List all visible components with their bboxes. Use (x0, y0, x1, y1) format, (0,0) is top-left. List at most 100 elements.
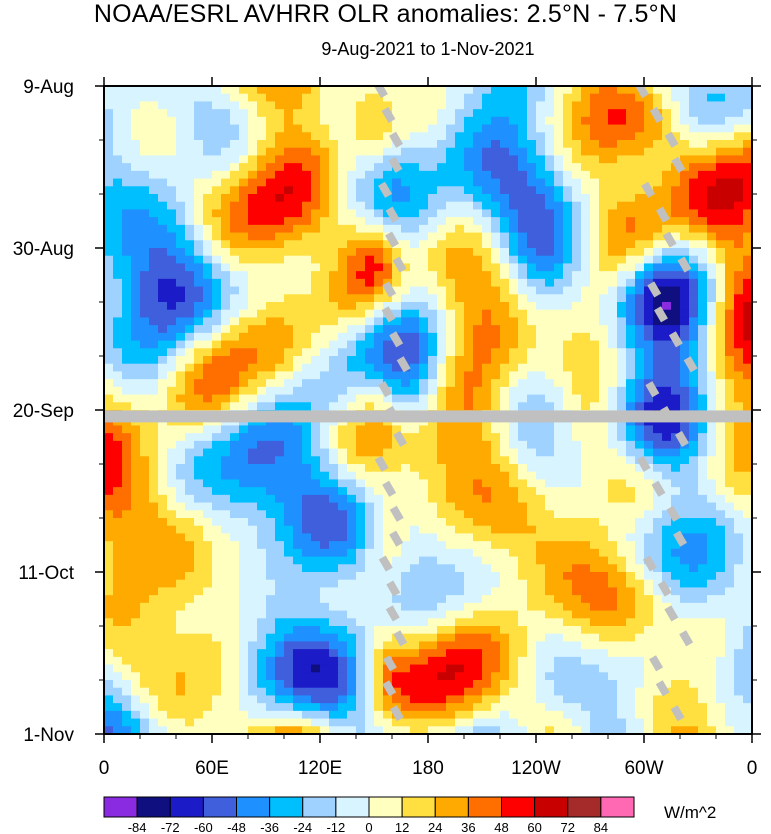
heatmap-cell (734, 302, 744, 311)
heatmap-cell (707, 132, 717, 141)
heatmap-cell (716, 302, 726, 311)
heatmap-cell (599, 464, 609, 473)
heatmap-cell (482, 140, 492, 149)
heatmap-cell (482, 456, 492, 465)
heatmap-cell (194, 440, 204, 450)
heatmap-cell (320, 271, 330, 280)
heatmap-cell (743, 541, 752, 550)
heatmap-cell (410, 402, 420, 411)
heatmap-cell (599, 456, 609, 465)
heatmap-cell (734, 155, 744, 164)
heatmap-cell (311, 132, 321, 141)
heatmap-cell (311, 255, 321, 265)
heatmap-cell (203, 587, 213, 596)
heatmap-cell (707, 464, 717, 473)
heatmap-cell (662, 332, 672, 342)
heatmap-cell (374, 502, 384, 511)
heatmap-cell (698, 379, 708, 388)
heatmap-cell (203, 494, 213, 504)
heatmap-cell (626, 140, 636, 149)
heatmap-cell (302, 363, 312, 373)
heatmap-cell (653, 186, 663, 195)
heatmap-cell (527, 302, 537, 311)
heatmap-cell (626, 340, 636, 349)
heatmap-cell (464, 433, 474, 442)
heatmap-cell (689, 217, 699, 226)
heatmap-cell (311, 402, 321, 411)
heatmap-cell (716, 232, 726, 241)
heatmap-cell (725, 248, 735, 257)
heatmap-cell (662, 163, 672, 172)
heatmap-cell (122, 456, 132, 465)
heatmap-cell (311, 309, 321, 319)
heatmap-cell (734, 494, 744, 504)
heatmap-cell (689, 224, 699, 234)
heatmap-cell (383, 379, 393, 388)
heatmap-cell (689, 602, 699, 612)
heatmap-cell (401, 548, 411, 558)
heatmap-cell (455, 487, 465, 496)
heatmap-cell (599, 572, 609, 581)
heatmap-cell (257, 147, 267, 157)
heatmap-cell (608, 263, 618, 272)
heatmap-cell (203, 132, 213, 141)
heatmap-cell (464, 572, 474, 581)
heatmap-cell (131, 548, 141, 558)
heatmap-cell (356, 564, 366, 573)
heatmap-cell (149, 186, 159, 195)
heatmap-cell (572, 479, 582, 488)
heatmap-cell (464, 240, 474, 249)
heatmap-cell (320, 309, 330, 319)
heatmap-cell (518, 533, 528, 542)
heatmap-cell (203, 209, 213, 218)
heatmap-cell (320, 86, 330, 95)
heatmap-cell (698, 286, 708, 295)
heatmap-cell (698, 271, 708, 280)
heatmap-cell (374, 132, 384, 141)
heatmap-cell (536, 332, 546, 342)
heatmap-cell (293, 309, 303, 319)
heatmap-cell (185, 487, 195, 496)
heatmap-cell (626, 302, 636, 311)
heatmap-cell (671, 525, 681, 535)
heatmap-cell (149, 363, 159, 373)
heatmap-cell (104, 518, 114, 527)
heatmap-cell (401, 564, 411, 573)
heatmap-cell (122, 224, 132, 234)
heatmap-cell (734, 471, 744, 481)
heatmap-cell (581, 209, 591, 218)
heatmap-cell (374, 564, 384, 573)
heatmap-cell (284, 309, 294, 319)
heatmap-cell (734, 109, 744, 118)
heatmap-cell (257, 533, 267, 542)
heatmap-cell (293, 502, 303, 511)
heatmap-cell (572, 248, 582, 257)
heatmap-cell (212, 479, 222, 488)
heatmap-cell (725, 93, 735, 103)
heatmap-cell (365, 433, 375, 442)
heatmap-cell (230, 271, 240, 280)
heatmap-cell (563, 93, 573, 103)
heatmap-cell (410, 248, 420, 257)
heatmap-cell (644, 448, 654, 457)
heatmap-cell (140, 541, 150, 550)
heatmap-cell (212, 170, 222, 180)
heatmap-cell (734, 587, 744, 596)
heatmap-cell (500, 217, 510, 226)
heatmap-cell (338, 201, 348, 211)
heatmap-cell (230, 402, 240, 411)
heatmap-cell (293, 263, 303, 272)
heatmap-cell (563, 232, 573, 241)
heatmap-cell (320, 587, 330, 596)
heatmap-cell (698, 479, 708, 488)
heatmap-cell (176, 456, 186, 465)
heatmap-cell (392, 101, 402, 110)
heatmap-cell (203, 379, 213, 388)
heatmap-cell (644, 541, 654, 550)
heatmap-cell (734, 132, 744, 141)
heatmap-cell (743, 456, 752, 465)
heatmap-cell (365, 494, 375, 504)
heatmap-cell (176, 479, 186, 488)
heatmap-cell (455, 278, 465, 288)
heatmap-cell (320, 440, 330, 450)
